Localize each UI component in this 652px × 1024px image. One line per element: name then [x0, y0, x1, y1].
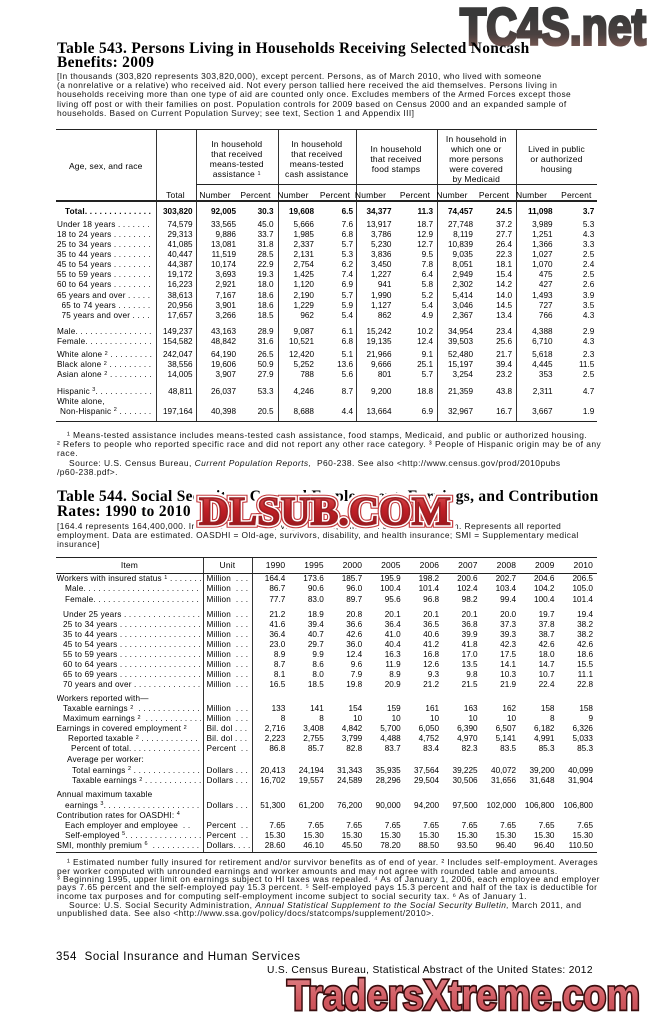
svg-text:DLSUB.COM: DLSUB.COM: [199, 489, 451, 534]
svg-text:DLSUB.COM: DLSUB.COM: [199, 489, 451, 534]
svg-text:TradersXtreme.com: TradersXtreme.com: [287, 972, 640, 1020]
svg-text:TradersXtreme.com: TradersXtreme.com: [287, 972, 640, 1020]
svg-text:DLSUB.COM: DLSUB.COM: [199, 489, 451, 534]
svg-text:DLSUB.COM: DLSUB.COM: [199, 489, 451, 534]
svg-text:TC4S.net: TC4S.net: [460, 0, 646, 52]
svg-text:TradersXtreme.com: TradersXtreme.com: [287, 972, 640, 1020]
